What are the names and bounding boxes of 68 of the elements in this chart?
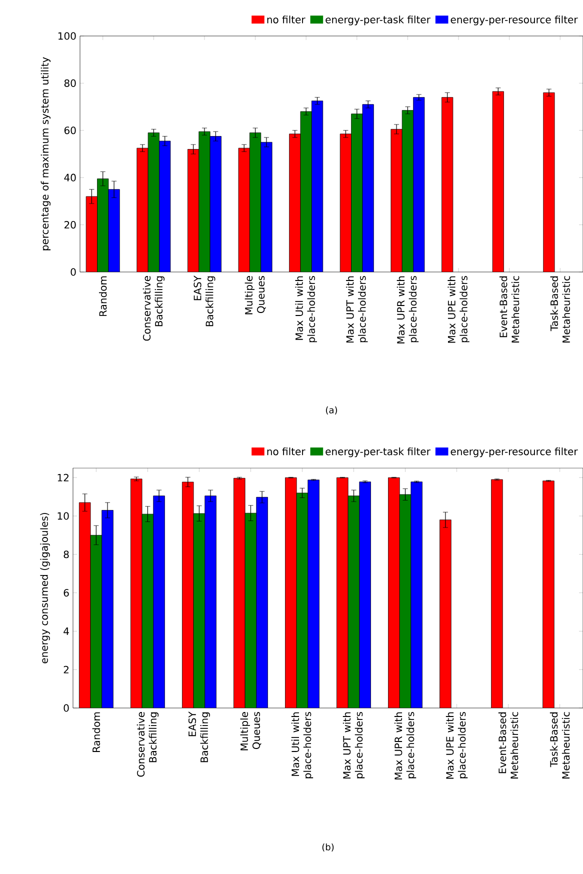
bar (188, 149, 200, 272)
bar (390, 129, 402, 272)
x-tick-label: EASY Backfilling (194, 275, 216, 326)
legend-label: no filter (267, 447, 306, 456)
bar (193, 513, 206, 708)
bar (492, 91, 504, 272)
y-tick-label: 4 (64, 628, 69, 635)
bar (399, 494, 412, 708)
text: (a) (326, 406, 338, 414)
bar (159, 140, 171, 272)
y-tick-label: 2 (64, 666, 68, 674)
bar (90, 534, 102, 708)
text: (b) (322, 843, 334, 852)
bar (340, 134, 352, 272)
x-tick-label: EASY Backfilling (188, 712, 210, 762)
legend-label: energy-per-task filter (326, 447, 430, 458)
legend-label: no filter (267, 16, 306, 24)
x-tick-label: Event-Based Metaheuristic (499, 276, 520, 342)
bar (359, 482, 371, 708)
y-tick-label: 6 (64, 589, 69, 597)
y-tick-label: 0 (70, 268, 76, 276)
bar (348, 496, 360, 708)
legend-label: energy-per-resource filter (450, 447, 578, 458)
bar (256, 496, 268, 708)
y-axis-title: energy consumed (gigajoules) (40, 512, 50, 664)
bar (136, 148, 148, 272)
y-tick-label: 60 (64, 126, 76, 134)
x-tick-label: Max Util with place-holders (295, 276, 317, 342)
y-tick-label: 12 (58, 474, 68, 482)
x-tick-label: Max Util with place-holders (291, 712, 314, 778)
bar (108, 189, 120, 272)
y-tick-label: 8 (64, 550, 69, 558)
bar (289, 134, 301, 272)
bar (543, 92, 555, 272)
bar (142, 514, 154, 708)
x-tick-label: Conservative Backfilling (142, 276, 165, 341)
bar (153, 496, 165, 708)
bar (260, 142, 272, 272)
bar (296, 492, 308, 708)
bar (413, 97, 425, 272)
bar (102, 510, 114, 708)
bar (308, 480, 320, 708)
legend-label: energy-per-resource filter (450, 16, 578, 26)
bar (238, 148, 250, 272)
x-tick-label: Multiple Queues (244, 276, 266, 314)
bar (362, 104, 374, 272)
y-tick-label: 0 (64, 704, 69, 712)
bar (204, 496, 216, 708)
legend-label: energy-per-task filter (326, 16, 430, 26)
bar (210, 136, 222, 272)
x-tick-label: Task-Based Metaheuristic (550, 712, 570, 778)
y-tick-label: 40 (64, 174, 76, 182)
bar (86, 196, 98, 272)
y-tick-label: 10 (58, 512, 69, 520)
x-tick-label: Random (92, 712, 100, 752)
bar (410, 482, 422, 708)
y-axis-title: percentage of maximum system utility (40, 57, 51, 250)
x-tick-label: Conservative Backfilling (136, 712, 159, 777)
x-tick-label: Multiple Queues (240, 712, 262, 750)
y-tick-label: 20 (64, 220, 76, 229)
x-tick-label: Random (98, 276, 107, 316)
bar (244, 512, 257, 708)
bar (311, 100, 324, 272)
y-tick-label: 80 (64, 79, 76, 87)
bar (442, 97, 454, 272)
x-tick-label: Task-Based Metaheuristic (550, 276, 570, 342)
y-tick-label: 100 (58, 32, 76, 40)
x-tick-label: Event-Based Metaheuristic (498, 712, 518, 778)
